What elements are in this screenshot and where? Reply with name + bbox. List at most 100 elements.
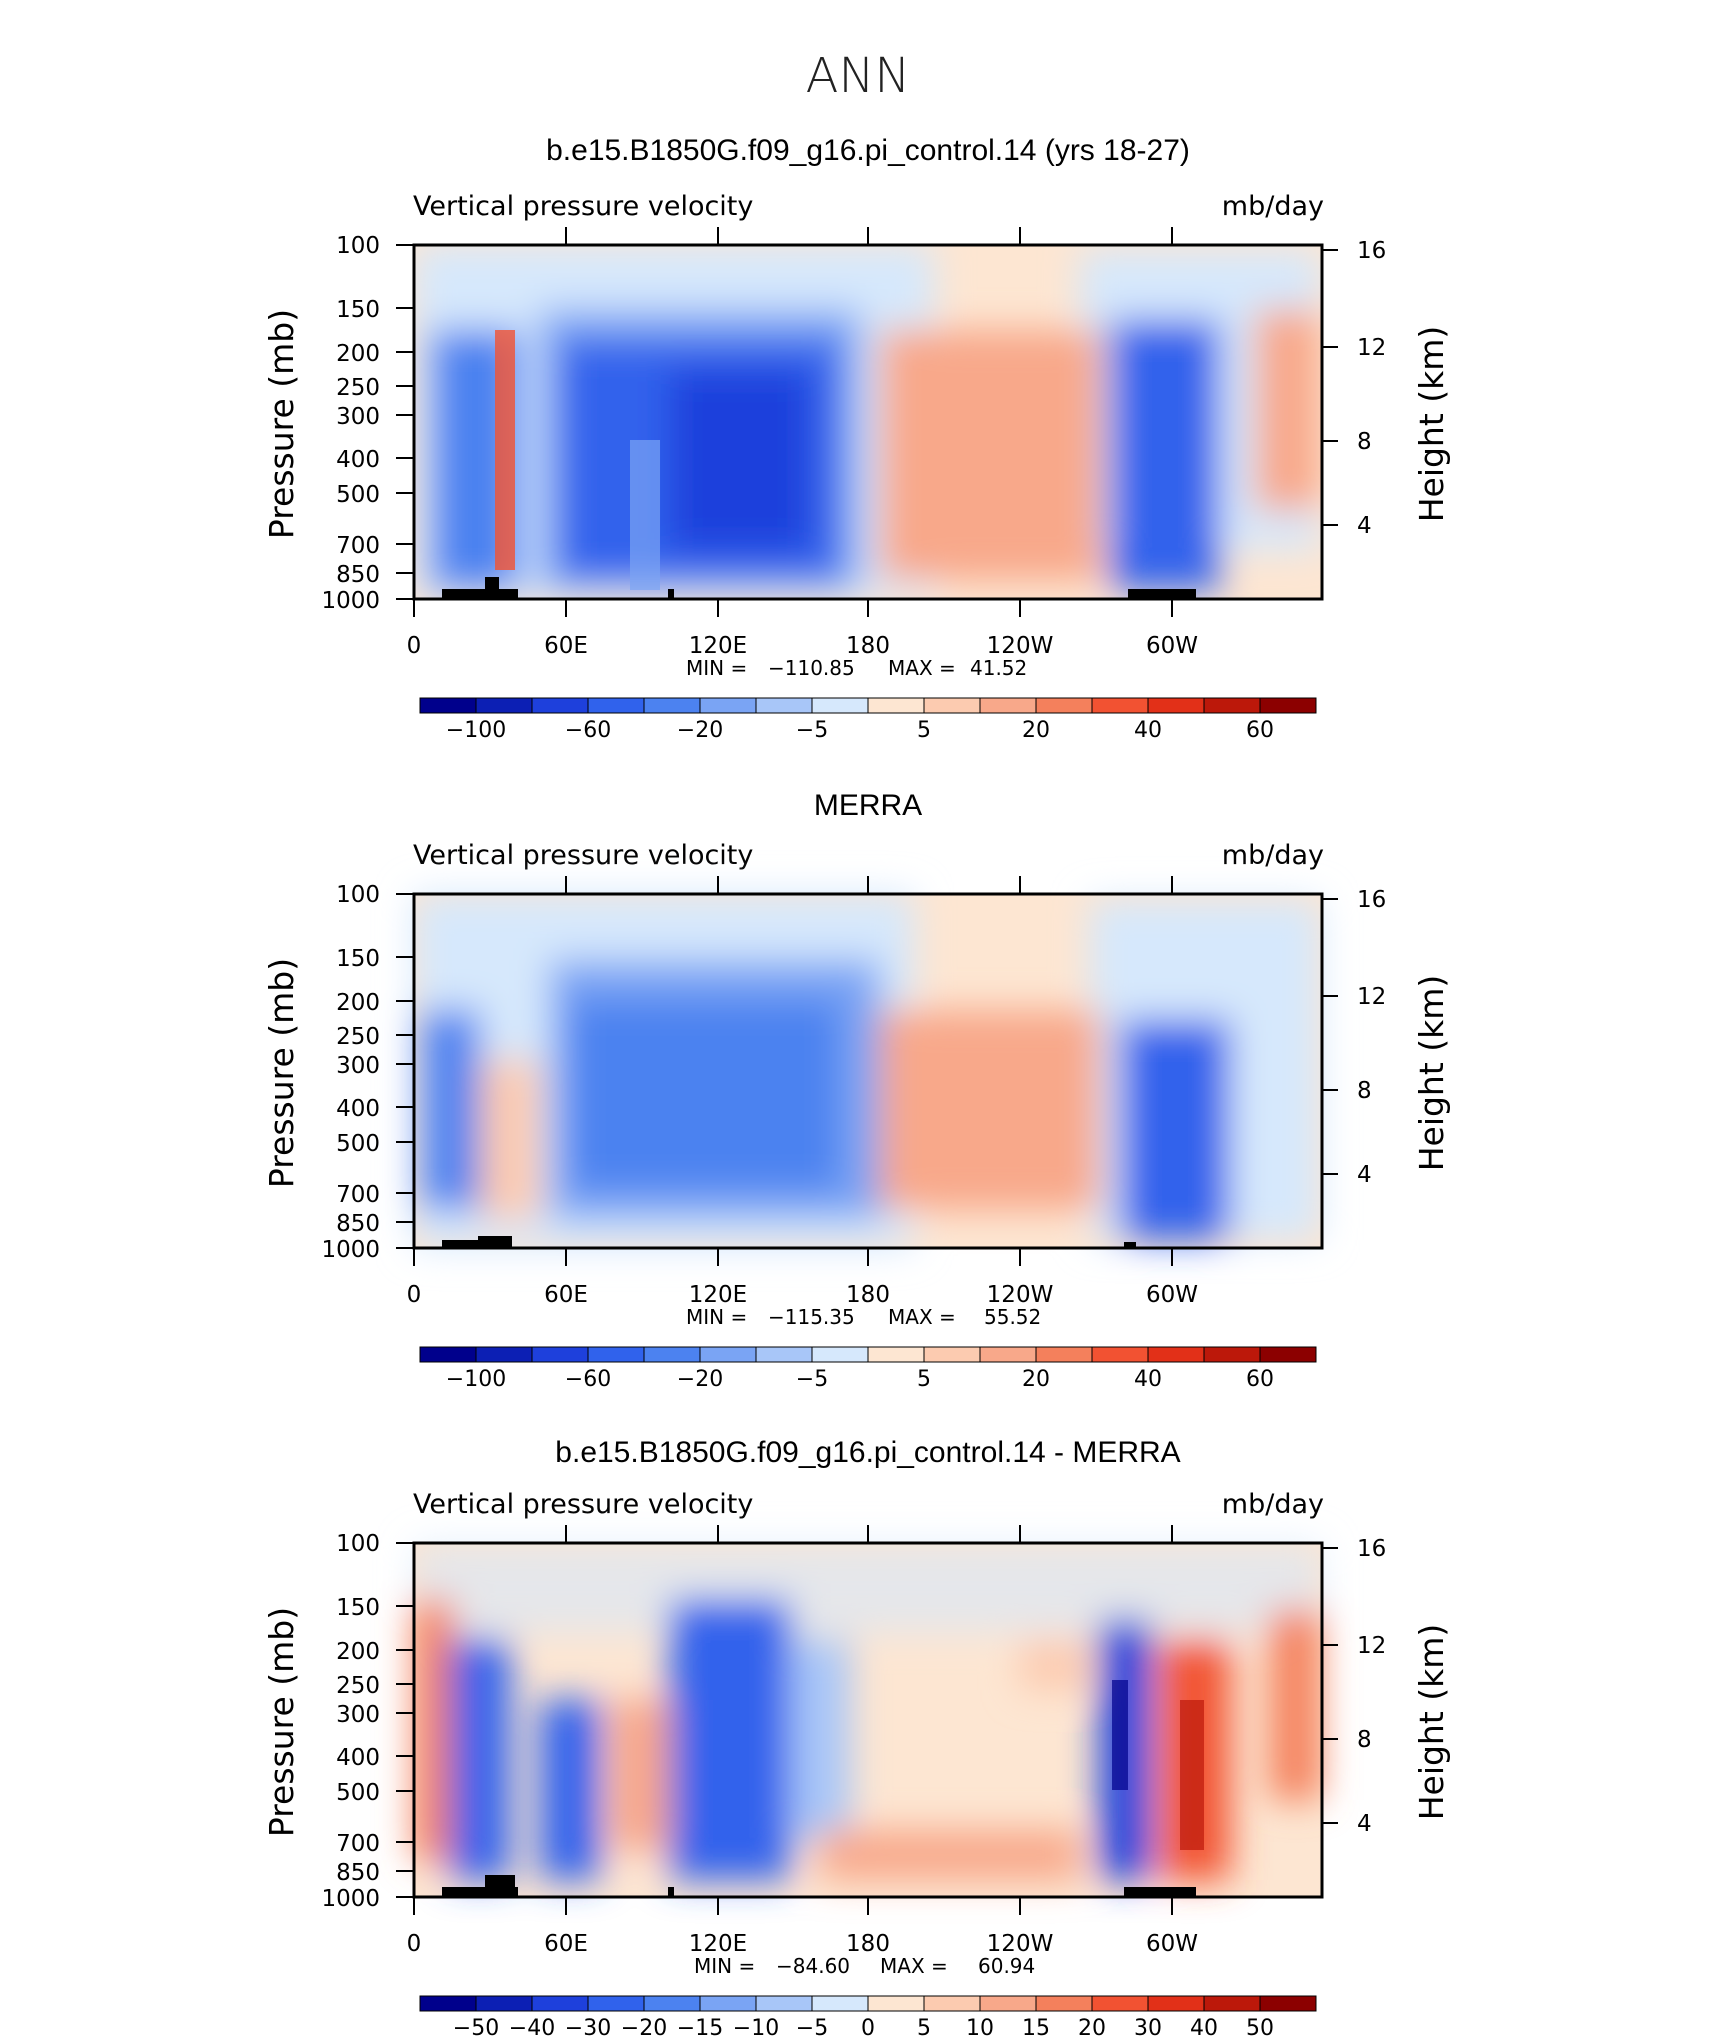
colorbar-swatch [699, 697, 757, 714]
panel-subtitle-right: mb/day [1222, 840, 1324, 871]
colorbar-swatch [475, 1346, 533, 1363]
y-tick-label: 400 [336, 1096, 380, 1122]
y-tick-label: 700 [336, 1182, 380, 1208]
colorbar-label: −60 [565, 718, 611, 743]
y-tick-label: 300 [336, 1702, 380, 1728]
colorbar-swatch [1035, 1346, 1093, 1363]
y-tick-label: 150 [336, 946, 380, 972]
colorbar: −100 −60 −20 −5 5 20 40 60 [419, 697, 1317, 743]
colorbar-swatch [755, 1346, 813, 1363]
y-tick-label: 400 [336, 1745, 380, 1771]
y-tick-label: 100 [336, 233, 380, 259]
colorbar-label: −15 [677, 2016, 723, 2038]
x-axis: 0 60E 120E 180 120W 60W [407, 1931, 1198, 1957]
colorbar-label: −40 [509, 2016, 555, 2038]
colorbar-swatch [867, 1346, 925, 1363]
x-tick-label: 180 [846, 1931, 890, 1957]
y-right-tick-label: 12 [1357, 1633, 1386, 1659]
colorbar-label: 30 [1134, 2016, 1162, 2038]
colorbar-swatch [531, 697, 589, 714]
colorbar-swatch [587, 1346, 645, 1363]
colorbar-swatch [1035, 697, 1093, 714]
y-tick-label: 700 [336, 1831, 380, 1857]
colorbar-swatch [531, 1346, 589, 1363]
y-tick-label: 150 [336, 1595, 380, 1621]
y-tick-label: 100 [336, 1531, 380, 1557]
colorbar-swatch [979, 1995, 1037, 2012]
y-tick-label: 300 [336, 404, 380, 430]
plot-area [412, 243, 1324, 601]
colorbar-label: 0 [861, 2016, 875, 2038]
y-axis-title-right: Height (km) [1412, 1624, 1451, 1821]
x-tick-label: 180 [846, 1282, 890, 1308]
plot-area [412, 1541, 1324, 1899]
panel-subtitle-right: mb/day [1222, 191, 1324, 222]
y-axis-title: Pressure (mb) [262, 309, 301, 539]
x-tick-label: 60W [1146, 1282, 1198, 1308]
x-tick-label: 120W [987, 1931, 1054, 1957]
colorbar-swatch [755, 1995, 813, 2012]
min-max-readout: MIN = −84.60 MAX = 60.94 [694, 1954, 1035, 1978]
colorbar-swatch [1259, 1995, 1317, 2012]
page-title: ANN [806, 48, 911, 104]
colorbar-swatch [1035, 1995, 1093, 2012]
y-axis-title: Pressure (mb) [262, 1607, 301, 1837]
colorbar-swatch [811, 697, 869, 714]
y-tick-label: 500 [336, 1131, 380, 1157]
y-tick-label: 1000 [321, 588, 380, 614]
y-tick-label: 1000 [321, 1886, 380, 1912]
colorbar-swatch [1203, 697, 1261, 714]
colorbar-label: −100 [446, 1367, 506, 1392]
colorbar-swatch [1203, 1995, 1261, 2012]
colorbar-label: 40 [1134, 718, 1162, 743]
colorbar-label: 40 [1190, 2016, 1218, 2038]
colorbar-label: 10 [966, 2016, 994, 2038]
y-tick-label: 250 [336, 375, 380, 401]
y-axis-right: 16 12 8 4 [1357, 238, 1386, 539]
y-axis-title: Pressure (mb) [262, 958, 301, 1188]
y-tick-label: 850 [336, 562, 380, 588]
x-tick-label: 120W [987, 633, 1054, 659]
colorbar-swatch [643, 697, 701, 714]
colorbar-swatch [531, 1995, 589, 2012]
y-right-tick-label: 4 [1357, 513, 1372, 539]
colorbar-swatch [1259, 1346, 1317, 1363]
panel-title: MERRA [814, 789, 922, 822]
colorbar-swatch [1203, 1346, 1261, 1363]
x-tick-label: 180 [846, 633, 890, 659]
y-tick-label: 250 [336, 1673, 380, 1699]
colorbar-swatch [1147, 1346, 1205, 1363]
colorbar-swatch [1091, 1346, 1149, 1363]
colorbar-swatch [643, 1995, 701, 2012]
x-tick-label: 120E [689, 1282, 747, 1308]
panel-merra: MERRA Vertical pressure velocity mb/day [262, 789, 1451, 1392]
colorbar-label: 15 [1022, 2016, 1050, 2038]
y-tick-label: 500 [336, 482, 380, 508]
colorbar-swatch [1147, 697, 1205, 714]
x-tick-label: 0 [407, 633, 422, 659]
x-tick-label: 60E [544, 1931, 588, 1957]
colorbar-swatch [643, 1346, 701, 1363]
colorbar-label: 20 [1022, 718, 1050, 743]
colorbar-label: 5 [917, 1367, 931, 1392]
panel-title: b.e15.B1850G.f09_g16.pi_control.14 - MER… [555, 1436, 1180, 1469]
y-tick-label: 200 [336, 341, 380, 367]
plot-area [412, 892, 1324, 1250]
colorbar-label: −10 [733, 2016, 779, 2038]
colorbar-swatch [419, 1995, 477, 2012]
colorbar: −100 −60 −20 −5 5 20 40 60 [419, 1346, 1317, 1392]
min-label: MIN = [694, 1954, 755, 1978]
x-tick-label: 60W [1146, 633, 1198, 659]
y-tick-label: 400 [336, 447, 380, 473]
y-tick-label: 200 [336, 1639, 380, 1665]
y-right-tick-label: 16 [1357, 887, 1386, 913]
max-value: 55.52 [984, 1305, 1041, 1329]
colorbar-swatch [419, 1346, 477, 1363]
min-label: MIN = [686, 656, 747, 680]
y-right-tick-label: 12 [1357, 335, 1386, 361]
colorbar-label: 40 [1134, 1367, 1162, 1392]
panel-title: b.e15.B1850G.f09_g16.pi_control.14 (yrs … [546, 134, 1190, 167]
y-right-tick-label: 4 [1357, 1811, 1372, 1837]
colorbar-swatch [475, 697, 533, 714]
